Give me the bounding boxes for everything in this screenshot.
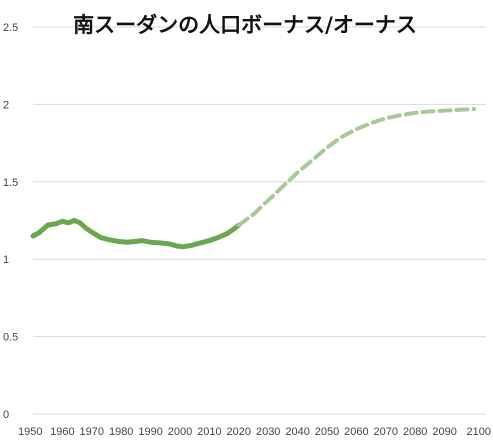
- chart-title: 南スーダンの人口ボーナス/オーナス: [73, 13, 417, 37]
- series-line-projection: [236, 107, 476, 228]
- y-tick-label: 1.5: [3, 177, 18, 189]
- x-tick-label: 2000: [168, 426, 192, 438]
- x-tick-label: 1970: [80, 426, 104, 438]
- x-tick-label: 2050: [315, 426, 339, 438]
- x-tick-label: 2080: [403, 426, 427, 438]
- y-tick-label: 1: [3, 254, 9, 266]
- x-tick-label: 1980: [109, 426, 133, 438]
- x-tick-label: 2070: [374, 426, 398, 438]
- y-axis-ticks: 0 0.5 1 1.5 2 2.5: [3, 22, 18, 421]
- y-tick-label: 0: [3, 409, 9, 421]
- series-lines: [30, 107, 476, 250]
- x-tick-label: 2090: [432, 426, 456, 438]
- series-line-historical: [30, 218, 242, 250]
- x-tick-label: 2060: [344, 426, 368, 438]
- gridlines: [33, 26, 486, 415]
- y-tick-label: 0.5: [3, 332, 18, 344]
- y-tick-label: 2: [3, 99, 9, 111]
- x-tick-label: 2010: [197, 426, 221, 438]
- x-tick-label: 1950: [18, 426, 42, 438]
- y-tick-label: 2.5: [3, 22, 18, 34]
- x-tick-label: 2030: [256, 426, 280, 438]
- x-tick-label: 2020: [227, 426, 251, 438]
- x-tick-label: 1960: [50, 426, 74, 438]
- x-tick-label: 2040: [285, 426, 309, 438]
- x-tick-label: 1990: [138, 426, 162, 438]
- x-axis-ticks: 1950 1960 1970 1980 1990 2000 2010 2020 2030 2040…: [18, 426, 491, 438]
- x-tick-label: 2100: [467, 426, 491, 438]
